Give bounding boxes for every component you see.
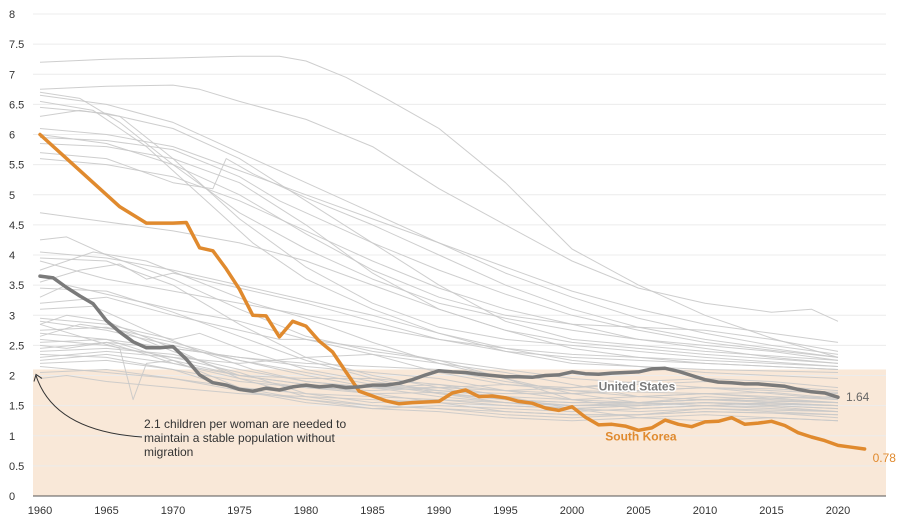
south-korea-line bbox=[38, 132, 867, 451]
y-tick-label: 6.5 bbox=[9, 99, 24, 111]
x-tick-label: 1975 bbox=[227, 505, 251, 517]
y-tick-label: 0 bbox=[9, 491, 15, 503]
annotation-text-line: 2.1 children per woman are needed to bbox=[144, 417, 346, 431]
background-series-line bbox=[39, 137, 839, 358]
x-tick-label: 1990 bbox=[427, 505, 451, 517]
x-tick-label: 2020 bbox=[826, 505, 850, 517]
united-states-label: United States bbox=[599, 380, 676, 394]
background-series-line bbox=[39, 320, 839, 407]
united-states-line bbox=[38, 274, 840, 399]
y-tick-label: 1.5 bbox=[9, 401, 24, 413]
axes: 0 0.5 1 1.5 2 2.5 3 3.5 4 4.5 5 5.5 6 6.5 7 7.5 8 1960 196… bbox=[9, 9, 886, 517]
background-series-line bbox=[39, 251, 839, 413]
y-tick-label: 4.5 bbox=[9, 220, 24, 232]
united-states-end-label: 1.64 bbox=[846, 390, 870, 404]
y-tick-label: 7 bbox=[9, 69, 15, 81]
background-series-line bbox=[39, 91, 839, 364]
x-tick-label: 2000 bbox=[560, 505, 584, 517]
x-tick-label: 1995 bbox=[493, 505, 517, 517]
y-tick-label: 3.5 bbox=[9, 280, 24, 292]
background-series-line bbox=[39, 109, 839, 367]
background-series-line bbox=[39, 143, 839, 364]
background-series-line bbox=[39, 323, 839, 395]
south-korea-label: South Korea bbox=[605, 430, 677, 444]
background-series-line bbox=[39, 158, 839, 361]
background-series-line bbox=[39, 134, 839, 352]
annotation-text-line: migration bbox=[144, 445, 193, 459]
x-tick-label: 1970 bbox=[161, 505, 185, 517]
y-tick-label: 1 bbox=[9, 431, 15, 443]
y-tick-label: 5.5 bbox=[9, 160, 24, 172]
background-series-line bbox=[39, 375, 839, 410]
x-tick-label: 1985 bbox=[360, 505, 384, 517]
background-series-line bbox=[39, 152, 839, 358]
y-tick-label: 5 bbox=[9, 190, 15, 202]
x-tick-label: 2015 bbox=[759, 505, 783, 517]
y-tick-label: 4 bbox=[9, 250, 15, 262]
x-tick-label: 1965 bbox=[94, 505, 118, 517]
y-tick-label: 8 bbox=[9, 9, 15, 21]
background-series-line bbox=[39, 257, 839, 410]
x-tick-label: 2005 bbox=[626, 505, 650, 517]
annotation-arrow bbox=[35, 375, 143, 438]
y-tick-label: 6 bbox=[9, 130, 15, 142]
y-tick-label: 0.5 bbox=[9, 461, 24, 473]
annotation-arrowhead bbox=[33, 373, 43, 382]
background-series-layer bbox=[39, 55, 839, 422]
x-tick-label: 1980 bbox=[294, 505, 318, 517]
annotation: 2.1 children per woman are needed tomain… bbox=[33, 373, 346, 459]
highlight-series-layer bbox=[38, 132, 867, 451]
annotation-text-line: maintain a stable population without bbox=[144, 431, 335, 445]
y-tick-label: 2 bbox=[9, 371, 15, 383]
background-series-line bbox=[39, 263, 839, 370]
background-series-line bbox=[39, 106, 839, 361]
x-tick-label: 1960 bbox=[28, 505, 52, 517]
x-tick-label: 2010 bbox=[693, 505, 717, 517]
background-series-line bbox=[39, 359, 839, 392]
background-series-line bbox=[39, 338, 839, 404]
background-series-line bbox=[39, 323, 839, 416]
y-tick-label: 3 bbox=[9, 310, 15, 322]
south-korea-end-label: 0.78 bbox=[873, 451, 897, 465]
background-series-line bbox=[39, 55, 839, 358]
y-tick-label: 7.5 bbox=[9, 39, 24, 51]
background-series-line bbox=[39, 284, 839, 401]
background-series-line bbox=[39, 260, 839, 367]
background-series-line bbox=[39, 84, 839, 322]
series-labels: 0.78 1.64 United States South Korea bbox=[597, 378, 897, 465]
gridlines bbox=[33, 13, 886, 467]
background-series-line bbox=[39, 251, 839, 379]
y-tick-label: 2.5 bbox=[9, 340, 24, 352]
background-series-line bbox=[39, 128, 839, 343]
